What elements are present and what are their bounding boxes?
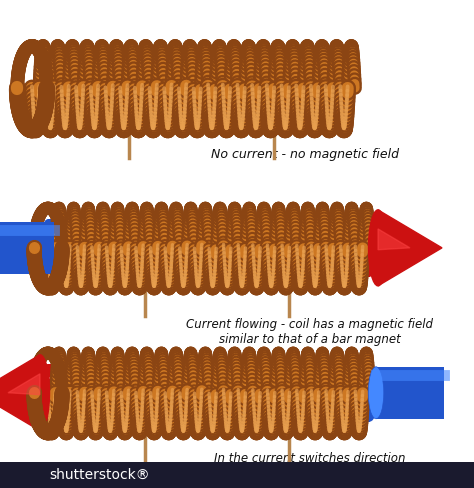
Text: Current flowing - coil has a magnetic field
similar to that of a bar magnet: Current flowing - coil has a magnetic fi… xyxy=(186,318,434,346)
Bar xyxy=(0,222,54,274)
Bar xyxy=(48,364,209,422)
Ellipse shape xyxy=(368,367,384,419)
Bar xyxy=(376,367,444,419)
Ellipse shape xyxy=(361,219,379,277)
Polygon shape xyxy=(0,355,40,431)
Text: No current - no magnetic field: No current - no magnetic field xyxy=(211,148,399,161)
Bar xyxy=(209,219,370,277)
Ellipse shape xyxy=(39,364,56,422)
Text: shutterstock®: shutterstock® xyxy=(50,468,150,482)
Ellipse shape xyxy=(39,219,56,277)
Bar xyxy=(0,462,474,488)
Ellipse shape xyxy=(361,364,379,422)
Bar xyxy=(202,364,216,422)
Polygon shape xyxy=(378,210,442,286)
Bar xyxy=(209,364,370,422)
Ellipse shape xyxy=(368,210,388,286)
Text: In the current switches direction
so does the magnetic field: In the current switches direction so doe… xyxy=(214,452,406,480)
Ellipse shape xyxy=(30,355,49,431)
Polygon shape xyxy=(378,229,410,250)
Bar xyxy=(48,219,209,277)
Polygon shape xyxy=(8,374,40,395)
Bar xyxy=(202,219,216,277)
